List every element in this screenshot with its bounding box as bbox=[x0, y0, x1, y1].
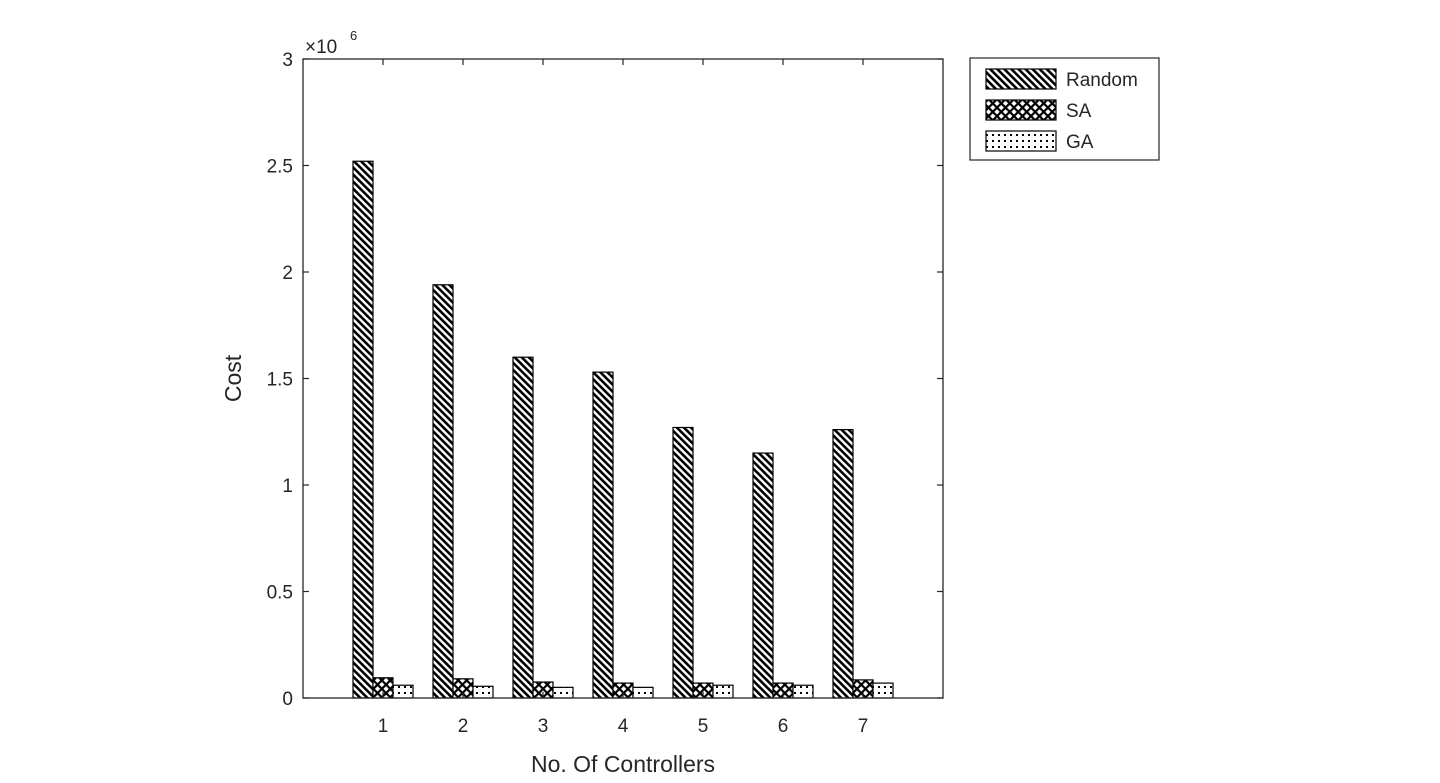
legend-swatch-random bbox=[985, 68, 1057, 90]
bar-ga-6 bbox=[792, 684, 814, 699]
bar-random-2 bbox=[432, 284, 454, 699]
y-tick-label: 1.5 bbox=[267, 370, 293, 391]
y-axis-multiplier-exponent: 6 bbox=[350, 28, 357, 43]
x-tick-label: 7 bbox=[858, 716, 869, 737]
x-tick-label: 3 bbox=[538, 716, 549, 737]
legend-label-ga: GA bbox=[1066, 132, 1094, 153]
legend-label-random: Random bbox=[1066, 70, 1138, 91]
y-axis: 0 0.5 1 1.5 2 2.5 3 bbox=[267, 50, 943, 710]
y-tick-label: 0.5 bbox=[267, 583, 293, 604]
legend-swatch-ga bbox=[985, 130, 1057, 152]
x-tick-label: 6 bbox=[778, 716, 789, 737]
x-axis: 1 2 3 4 5 6 7 bbox=[378, 59, 869, 737]
bar-random-1 bbox=[352, 160, 374, 699]
y-tick-label: 3 bbox=[282, 50, 293, 71]
bar-ga-3 bbox=[552, 686, 574, 699]
bar-random-6 bbox=[752, 452, 774, 699]
bar-ga-1 bbox=[392, 684, 414, 699]
bar-random-4 bbox=[592, 371, 614, 699]
y-tick-label: 2 bbox=[282, 263, 293, 284]
x-tick-label: 1 bbox=[378, 716, 389, 737]
bar-ga-4 bbox=[632, 686, 654, 699]
y-axis-title: Cost bbox=[220, 354, 246, 402]
bar-ga-2 bbox=[472, 685, 494, 699]
bar-ga-5 bbox=[712, 684, 734, 699]
y-tick-label: 1 bbox=[282, 476, 293, 497]
bar-random-7 bbox=[832, 429, 854, 699]
legend: Random SA GA bbox=[969, 57, 1160, 161]
y-tick-label: 0 bbox=[282, 689, 293, 710]
x-tick-label: 5 bbox=[698, 716, 709, 737]
y-tick-label: 2.5 bbox=[267, 157, 293, 178]
bar-random-5 bbox=[672, 426, 694, 699]
x-tick-label: 4 bbox=[618, 716, 629, 737]
x-tick-label: 2 bbox=[458, 716, 469, 737]
bar-ga-7 bbox=[872, 682, 894, 699]
x-axis-title: No. Of Controllers bbox=[531, 751, 715, 777]
legend-swatch-sa bbox=[985, 99, 1057, 121]
bar-random-3 bbox=[512, 356, 534, 699]
legend-label-sa: SA bbox=[1066, 101, 1092, 122]
bars-group bbox=[352, 160, 894, 699]
y-axis-multiplier: ×10 bbox=[305, 37, 337, 58]
